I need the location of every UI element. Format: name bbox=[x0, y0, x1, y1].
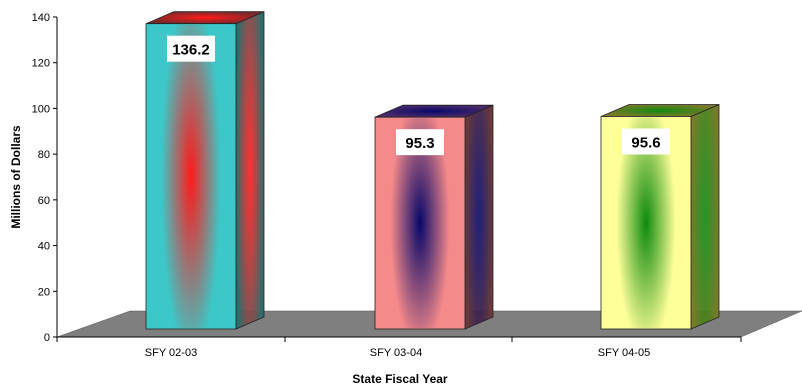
y-tick-label: 140 bbox=[32, 12, 50, 24]
y-tick-label: 40 bbox=[38, 241, 50, 253]
bar-side-face bbox=[464, 104, 494, 330]
bar-2: 95.3 bbox=[374, 104, 494, 330]
data-label: 95.3 bbox=[405, 135, 434, 152]
bar-front-glow bbox=[147, 24, 235, 328]
x-tick-label: SFY 02-03 bbox=[145, 347, 197, 359]
data-label: 95.6 bbox=[631, 134, 660, 151]
x-axis-title: State Fiscal Year bbox=[352, 372, 448, 386]
bar-side-face bbox=[235, 11, 265, 330]
data-label-box bbox=[396, 129, 444, 156]
y-tick-label: 0 bbox=[44, 332, 50, 344]
x-tick-label: SFY 03-04 bbox=[370, 347, 422, 359]
y-tick-label: 80 bbox=[38, 149, 50, 161]
y-tick-label: 100 bbox=[32, 103, 50, 115]
data-label-box bbox=[167, 35, 215, 62]
y-tick-label: 20 bbox=[38, 286, 50, 298]
x-tick-label: SFY 04-05 bbox=[598, 347, 650, 359]
bar-1: 136.2 bbox=[145, 11, 265, 330]
y-tick-label: 120 bbox=[32, 58, 50, 70]
y-axis-title: Millions of Dollars bbox=[9, 125, 23, 229]
bar-3: 95.6 bbox=[600, 103, 720, 330]
data-label-box bbox=[622, 128, 670, 155]
y-tick-label: 60 bbox=[38, 195, 50, 207]
data-label: 136.2 bbox=[172, 42, 210, 59]
bar-side-face bbox=[690, 103, 720, 330]
